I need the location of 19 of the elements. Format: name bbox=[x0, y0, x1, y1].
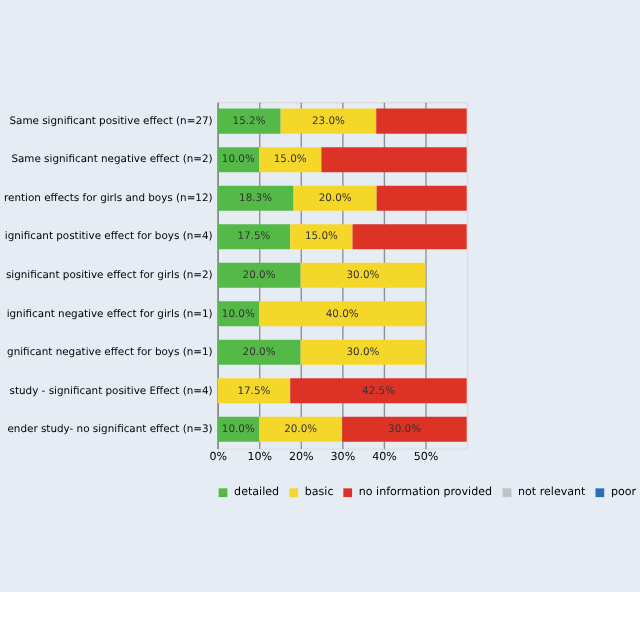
bar bbox=[217, 262, 301, 288]
bar bbox=[300, 339, 426, 365]
bar bbox=[376, 108, 467, 134]
bar bbox=[290, 224, 353, 250]
bar bbox=[217, 378, 291, 404]
bar bbox=[259, 301, 426, 327]
bar bbox=[321, 147, 467, 173]
bar bbox=[352, 224, 467, 250]
bar bbox=[217, 185, 294, 211]
bar bbox=[376, 185, 467, 211]
bar bbox=[293, 185, 377, 211]
bar bbox=[280, 108, 377, 134]
bar bbox=[217, 339, 301, 365]
bar bbox=[290, 378, 467, 404]
bar bbox=[217, 108, 281, 134]
bar bbox=[217, 224, 291, 250]
bar bbox=[342, 416, 467, 442]
bar bbox=[300, 262, 426, 288]
bar bbox=[259, 416, 343, 442]
